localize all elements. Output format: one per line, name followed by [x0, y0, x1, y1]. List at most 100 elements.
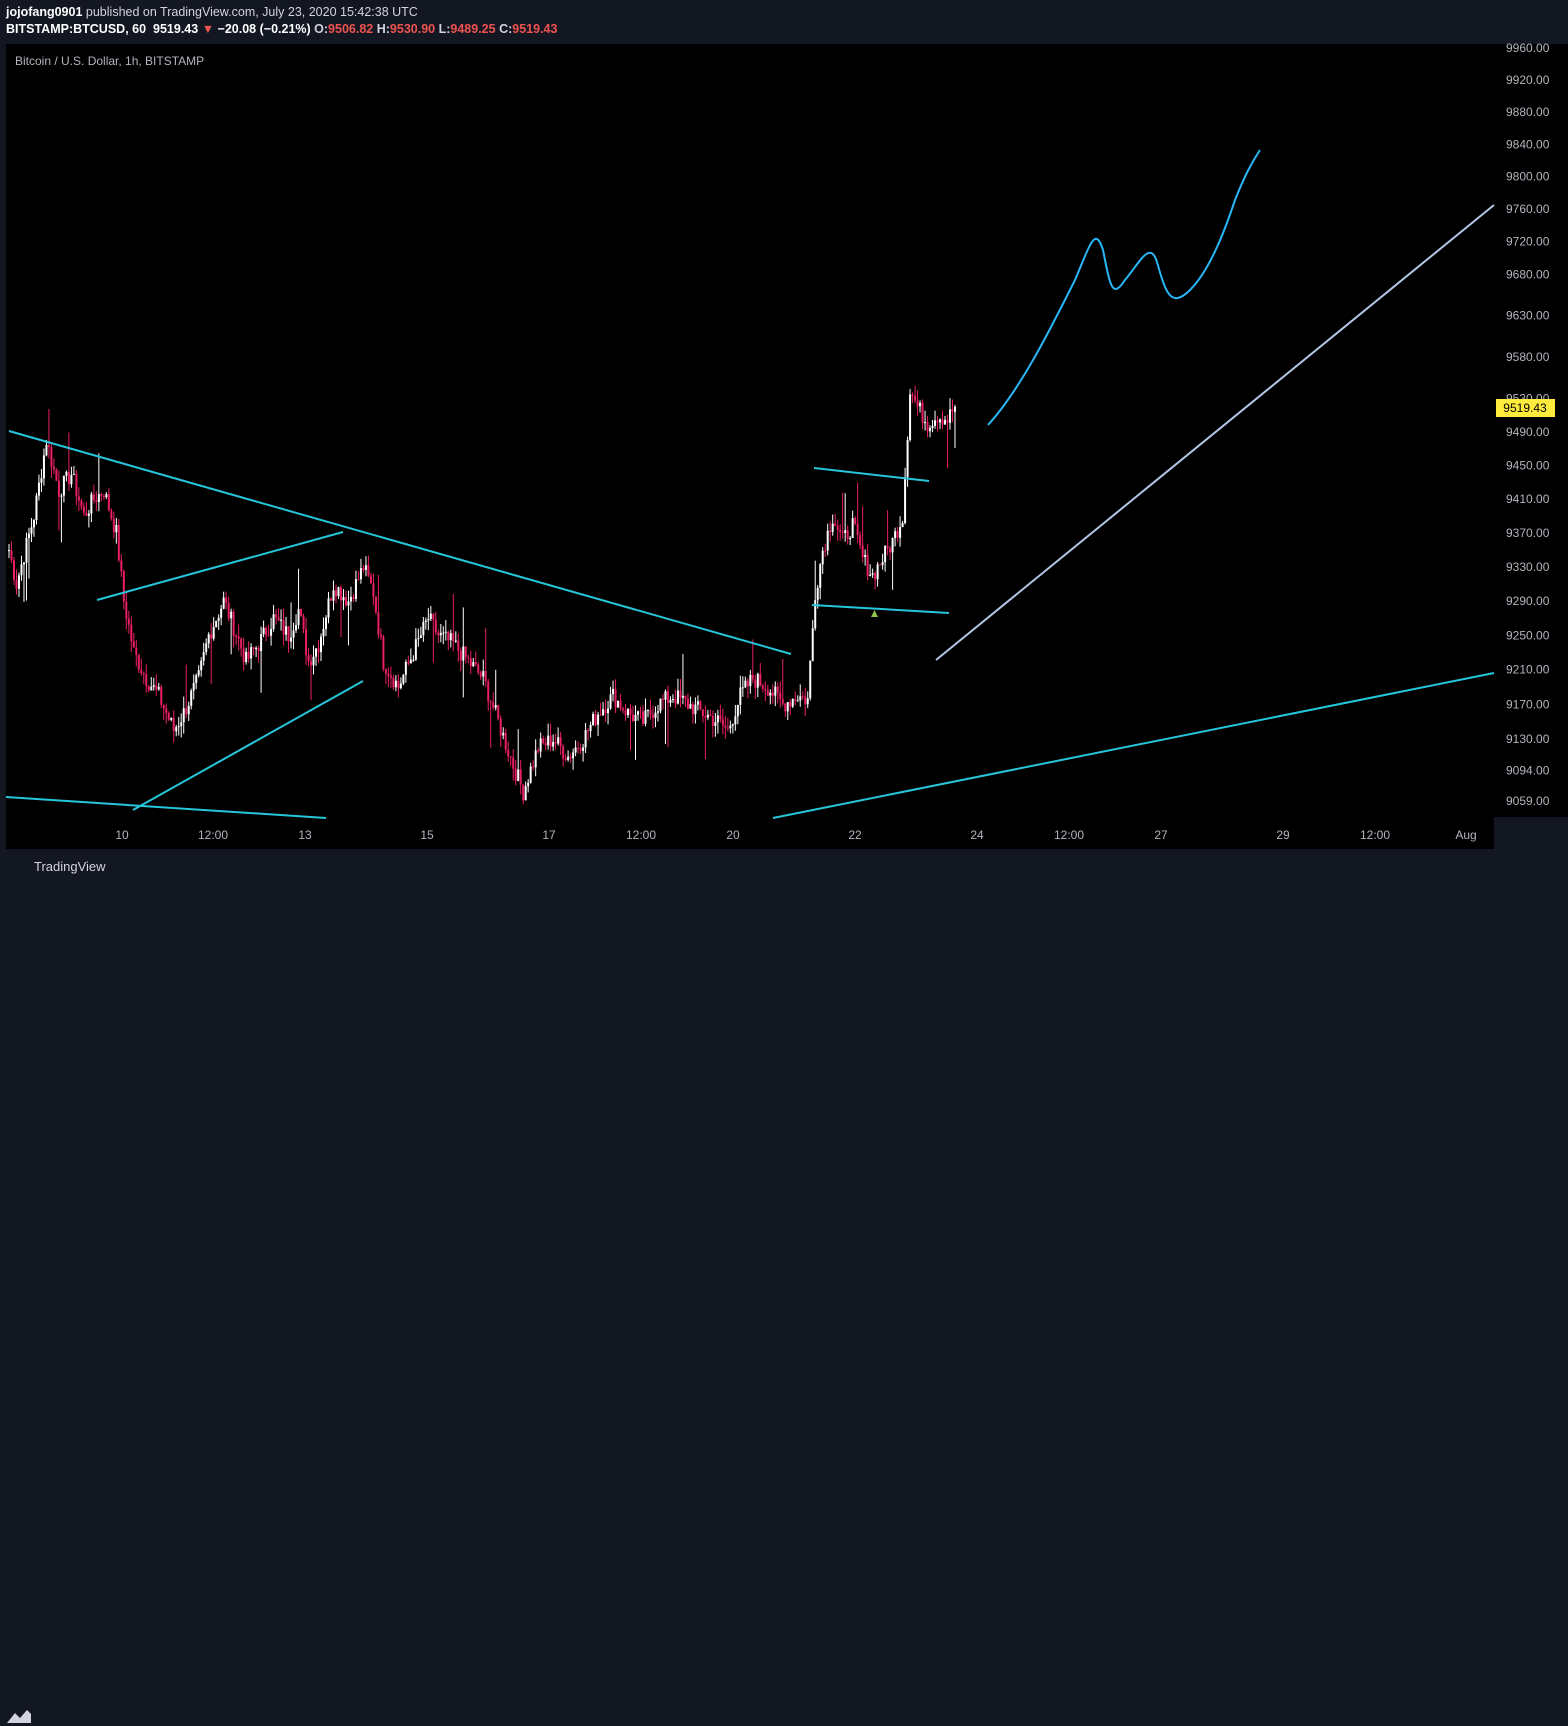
candle-body [137, 654, 140, 670]
candle-body [130, 624, 133, 642]
symbol-name: BITSTAMP:BTCUSD, 60 [6, 22, 147, 36]
candle-body [627, 708, 630, 716]
y-tick-label: 9840.00 [1506, 137, 1550, 151]
candle-body [50, 447, 53, 467]
tradingview-logo-icon[interactable] [6, 1706, 32, 1726]
candle-body [247, 651, 250, 659]
bottom-support [5, 796, 327, 819]
candle-body [22, 562, 25, 565]
close-value: 9519.43 [512, 22, 558, 36]
candle-body [489, 701, 492, 703]
candle-body [212, 627, 215, 639]
candle-body [484, 671, 487, 682]
candle-body [150, 686, 153, 691]
candle-body [676, 690, 679, 704]
candle-body [524, 786, 527, 801]
y-tick-label: 9210.00 [1506, 663, 1550, 677]
candle-body [739, 687, 742, 705]
candle-body [429, 613, 432, 619]
candle-body [72, 473, 75, 475]
candle-body [230, 611, 233, 619]
candle-body [806, 698, 809, 705]
candle-body [292, 630, 295, 638]
candle-body [454, 640, 457, 642]
candle-body [886, 545, 889, 549]
candle-body [75, 473, 78, 497]
open-value: 9506.82 [328, 22, 374, 36]
price-axis[interactable] [1494, 44, 1568, 817]
candle-body [557, 737, 560, 744]
candle-body [841, 531, 844, 533]
candle-body [397, 680, 400, 689]
candle-body [30, 527, 33, 534]
candle-body [604, 709, 607, 714]
candle-body [874, 573, 877, 580]
candle-body [799, 696, 802, 701]
brand-name[interactable]: TradingView [34, 859, 106, 874]
candle-body [537, 750, 540, 752]
candle-body [749, 674, 752, 687]
candle-body [10, 550, 13, 561]
candle-body [639, 711, 642, 713]
candle-body [751, 674, 754, 680]
candle-body [509, 756, 512, 758]
candle-body [779, 692, 782, 700]
candle-body [764, 688, 767, 691]
candle-body [884, 545, 887, 563]
candle-body [584, 730, 587, 748]
author-name[interactable]: jojofang0901 [6, 5, 83, 19]
candle-body [409, 659, 412, 664]
candle-body [487, 681, 490, 702]
candle-body [42, 455, 45, 479]
published-text: published on TradingView.com, July 23, 2… [85, 5, 418, 19]
candle-body [681, 695, 684, 698]
candle-body [507, 749, 510, 757]
candle-body [876, 564, 879, 580]
candle-body [769, 692, 772, 696]
candle-body [811, 628, 814, 661]
candle-body [866, 554, 869, 576]
candle-body [305, 628, 308, 655]
ohlc-header: BITSTAMP:BTCUSD, 60 9519.43 ▼ −20.08 (−0… [6, 22, 557, 36]
candle-body [776, 686, 779, 693]
y-tick-label: 9720.00 [1506, 235, 1550, 249]
candle-body [839, 529, 842, 532]
candle-body [929, 427, 932, 432]
candle-body [614, 688, 617, 708]
candle-body [816, 587, 819, 601]
candle-body [814, 600, 817, 629]
candle-body [372, 583, 375, 597]
candle-body [227, 602, 230, 619]
last-price: 9519.43 [153, 22, 199, 36]
candle-body [824, 550, 827, 552]
candle-body [225, 597, 228, 603]
candle-body [310, 661, 313, 666]
y-tick-label: 9330.00 [1506, 560, 1550, 574]
x-tick-label: 20 [726, 828, 740, 842]
candle-body [290, 637, 293, 642]
candle-body [801, 696, 804, 698]
y-tick-label: 9760.00 [1506, 202, 1550, 216]
candle-body [532, 766, 535, 768]
steep-support [935, 204, 1495, 661]
candle-body [651, 714, 654, 718]
candle-body [871, 573, 874, 575]
candle-body [607, 708, 610, 714]
candle-body [689, 704, 692, 709]
candle-body [629, 708, 632, 715]
candle-body [300, 608, 303, 617]
candle-body [215, 620, 218, 628]
candle-body [295, 625, 298, 631]
time-axis[interactable] [6, 817, 1494, 849]
candle-body [354, 579, 357, 599]
candle-body [464, 646, 467, 658]
candle-body [437, 632, 440, 636]
candle-body [62, 475, 65, 496]
candle-body [467, 657, 470, 659]
candle-body [457, 640, 460, 651]
candle-body [594, 713, 597, 725]
candle-body [357, 579, 360, 581]
candle-body [939, 419, 942, 423]
candle-body [20, 564, 23, 576]
candle-body [519, 769, 522, 785]
